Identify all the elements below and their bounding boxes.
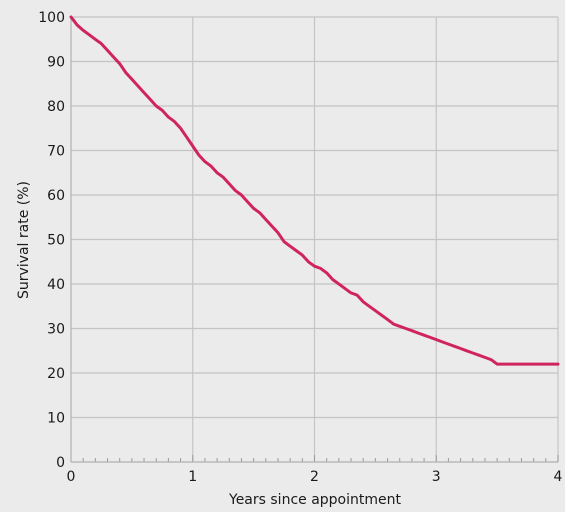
gridlines xyxy=(71,16,559,462)
y-tick-label: 80 xyxy=(47,99,65,115)
y-tick-label: 90 xyxy=(47,55,65,71)
axes xyxy=(70,17,558,463)
y-tick-label: 70 xyxy=(47,144,65,160)
x-tick-label: 1 xyxy=(188,469,197,485)
y-axis-label: Survival rate (%) xyxy=(16,181,32,299)
x-tick-label: 0 xyxy=(67,469,76,485)
y-tick-label: 20 xyxy=(47,366,65,382)
y-tick-label: 40 xyxy=(47,277,65,293)
y-tick-label: 0 xyxy=(56,455,65,471)
y-tick-label: 60 xyxy=(47,188,65,204)
x-tick-label: 4 xyxy=(554,469,563,485)
survival-curve xyxy=(69,15,560,366)
x-tick-label: 3 xyxy=(432,469,441,485)
y-tick-label: 100 xyxy=(38,10,65,26)
y-tick-label: 10 xyxy=(47,411,65,427)
tick-labels: 0 10 20 30 40 50 60 70 80 90 100 0 1 2 3 4 xyxy=(38,10,562,485)
y-tick-label: 50 xyxy=(47,233,65,249)
minor-ticks xyxy=(70,455,559,462)
x-axis-label: Years since appointment xyxy=(228,492,401,508)
y-tick-label: 30 xyxy=(47,322,65,338)
x-tick-label: 2 xyxy=(310,469,319,485)
